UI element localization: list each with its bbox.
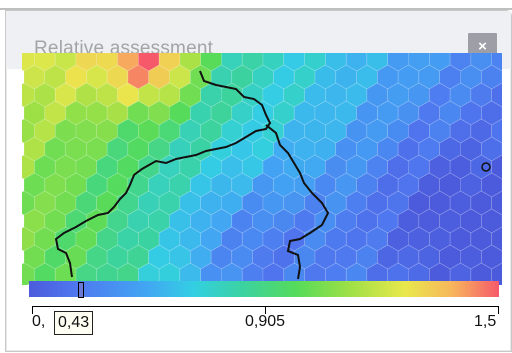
scale-tick-min [32, 306, 33, 314]
hexagon-map[interactable] [22, 53, 502, 285]
selection-marker [481, 162, 491, 172]
scale-slider-thumb[interactable] [78, 282, 84, 298]
cluster-boundary-right [265, 124, 330, 280]
cluster-boundary [54, 70, 272, 278]
scale-tick-mid [265, 306, 266, 314]
close-icon: × [478, 38, 487, 55]
scale-min-label: 0, [32, 313, 46, 330]
scale-tick-max [498, 306, 499, 314]
scale-mid-label: 0,905 [245, 313, 286, 330]
color-scale-bar [29, 281, 499, 297]
scale-max-label: 1,5 [474, 313, 497, 330]
current-value-box[interactable]: 0,43 [54, 311, 94, 335]
top-divider [0, 8, 512, 10]
